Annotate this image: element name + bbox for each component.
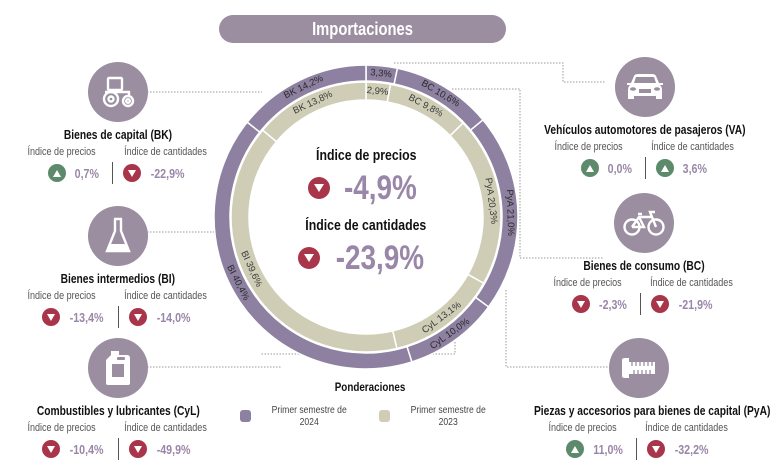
index-values: 0,0% 3,6% bbox=[520, 157, 770, 179]
qty-index-value: -22,9% bbox=[150, 165, 185, 181]
price-index-label: Índice de precios bbox=[27, 422, 96, 434]
jerrycan-icon bbox=[88, 338, 148, 398]
category-combustibles-y-lubricantes: Combustibles y lubricantes (CyL) Índice … bbox=[18, 338, 218, 460]
qty-index-value: 3,6% bbox=[682, 160, 707, 176]
down-arrow-icon bbox=[42, 308, 61, 326]
up-arrow-icon bbox=[655, 159, 674, 177]
outer-ring-segment-bk bbox=[246, 64, 367, 134]
center-summary: Índice de precios -4,9% Índice de cantid… bbox=[266, 146, 466, 280]
category-title: Bienes intermedios (BI) bbox=[60, 272, 176, 286]
down-arrow-icon bbox=[650, 295, 669, 313]
divider bbox=[644, 157, 646, 179]
price-index-label: Índice de precios bbox=[27, 290, 96, 302]
inner-ring-label-va: 2,9% bbox=[366, 85, 389, 98]
index-labels: Índice de precios Índice de cantidades bbox=[520, 141, 770, 153]
up-arrow-icon bbox=[48, 164, 67, 182]
down-arrow-icon bbox=[128, 440, 147, 458]
center-price-value: -4,9% bbox=[266, 166, 466, 210]
price-index-value: -13,4% bbox=[70, 309, 104, 325]
down-arrow-icon bbox=[42, 440, 61, 458]
index-values: -13,4% -14,0% bbox=[18, 306, 218, 328]
tractor-icon bbox=[88, 62, 148, 122]
legend: Ponderaciones Primer semestre de 2024 Pr… bbox=[240, 380, 500, 428]
category-title: Combustibles y lubricantes (CyL) bbox=[36, 404, 200, 418]
price-index-value: -10,4% bbox=[70, 441, 104, 457]
connector-va bbox=[394, 62, 606, 83]
up-arrow-icon bbox=[580, 159, 599, 177]
price-index-label: Índice de precios bbox=[554, 141, 623, 153]
inner-ring-2023 bbox=[230, 81, 502, 353]
qty-index-label: Índice de cantidades bbox=[124, 146, 207, 158]
outer-ring-2024 bbox=[213, 64, 519, 370]
down-arrow-icon bbox=[128, 308, 147, 326]
qty-index-value: -32,2% bbox=[674, 441, 709, 457]
legend-swatch-2023 bbox=[379, 410, 390, 422]
category-bienes-de-consumo: Bienes de consumo (BC) Índice de precios… bbox=[534, 193, 754, 315]
qty-index-value: -14,0% bbox=[156, 309, 190, 325]
outer-ring-label-pya: PyA 21,0% bbox=[504, 189, 516, 236]
down-arrow-icon bbox=[298, 247, 321, 269]
price-index-value: -2,3% bbox=[598, 296, 627, 312]
index-values: 0,7% -22,9% bbox=[18, 162, 218, 184]
page-title: Importaciones bbox=[219, 15, 506, 43]
divider bbox=[117, 438, 119, 460]
legend-swatch-2024 bbox=[240, 410, 251, 422]
qty-index-label: Índice de cantidades bbox=[645, 422, 728, 434]
outer-ring-label-va: 3,3% bbox=[370, 67, 393, 80]
qty-index-label: Índice de cantidades bbox=[124, 290, 207, 302]
index-labels: Índice de precios Índice de cantidades bbox=[18, 290, 218, 302]
index-values: -2,3% -21,9% bbox=[534, 293, 754, 315]
price-index-value: 0,0% bbox=[607, 160, 632, 176]
price-index-label: Índice de precios bbox=[27, 146, 96, 158]
price-index-label: Índice de precios bbox=[548, 422, 617, 434]
down-arrow-icon bbox=[571, 295, 590, 313]
center-qty-value: -23,9% bbox=[266, 236, 466, 280]
price-index-value: 11,0% bbox=[593, 441, 623, 457]
flask-icon bbox=[88, 206, 148, 266]
qty-index-label: Índice de cantidades bbox=[650, 277, 733, 289]
legend-item-2023: Primer semestre de 2023 bbox=[379, 404, 500, 428]
category-title: Bienes de capital (BK) bbox=[63, 128, 173, 142]
divider bbox=[635, 438, 637, 460]
category-vehiculos-automotores: Vehículos automotores de pasajeros (VA) … bbox=[520, 57, 770, 179]
down-arrow-icon bbox=[307, 177, 330, 199]
down-arrow-icon bbox=[122, 164, 141, 182]
category-title: Bienes de consumo (BC) bbox=[583, 259, 705, 273]
index-labels: Índice de precios Índice de cantidades bbox=[18, 146, 218, 158]
category-bienes-de-capital: Bienes de capital (BK) Índice de precios… bbox=[18, 62, 218, 184]
index-labels: Índice de precios Índice de cantidades bbox=[508, 422, 770, 434]
up-arrow-icon bbox=[565, 440, 584, 458]
qty-index-label: Índice de cantidades bbox=[124, 422, 207, 434]
price-index-value: 0,7% bbox=[74, 165, 100, 181]
divider bbox=[111, 162, 113, 184]
car-icon bbox=[615, 57, 675, 117]
divider bbox=[639, 293, 641, 315]
qty-index-value: -49,9% bbox=[156, 441, 190, 457]
index-values: 11,0% -32,2% bbox=[508, 438, 770, 460]
connector-bc bbox=[452, 88, 604, 259]
inner-ring-segment-bk bbox=[261, 81, 367, 143]
center-price-label: Índice de precios bbox=[315, 147, 417, 164]
index-values: -10,4% -49,9% bbox=[18, 438, 218, 460]
bicycle-icon bbox=[614, 193, 674, 253]
legend-item-2024: Primer semestre de 2024 bbox=[240, 404, 361, 428]
legend-title: Ponderaciones bbox=[334, 380, 406, 394]
category-title: Vehículos automotores de pasajeros (VA) bbox=[544, 123, 746, 137]
price-index-label: Índice de precios bbox=[553, 277, 622, 289]
index-labels: Índice de precios Índice de cantidades bbox=[18, 422, 218, 434]
bolt-icon bbox=[609, 338, 669, 398]
category-piezas-y-accesorios: Piezas y accesorios para bienes de capit… bbox=[508, 338, 770, 460]
category-bienes-intermedios: Bienes intermedios (BI) Índice de precio… bbox=[18, 206, 218, 328]
qty-index-value: -21,9% bbox=[678, 296, 713, 312]
qty-index-label: Índice de cantidades bbox=[651, 141, 734, 153]
connector-pya bbox=[505, 290, 608, 368]
index-labels: Índice de precios Índice de cantidades bbox=[534, 277, 754, 289]
divider bbox=[117, 306, 119, 328]
center-qty-label: Índice de cantidades bbox=[305, 217, 427, 234]
category-title: Piezas y accesorios para bienes de capit… bbox=[533, 404, 770, 418]
down-arrow-icon bbox=[646, 440, 665, 458]
